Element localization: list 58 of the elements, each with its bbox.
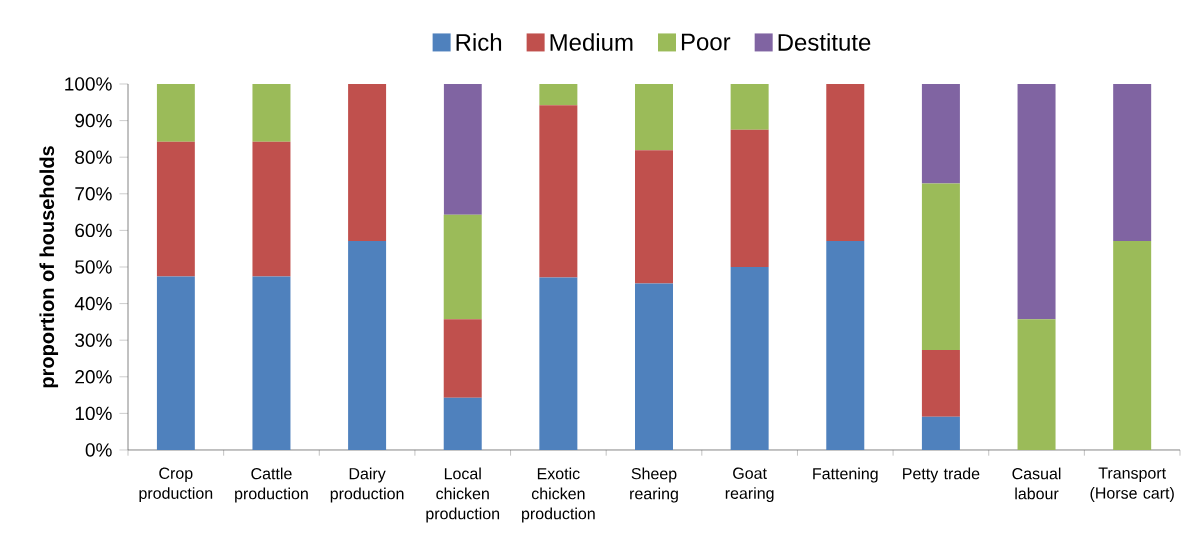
bar xyxy=(443,319,482,398)
y-tick-label: 100% xyxy=(65,77,112,91)
y-tick-label: 0% xyxy=(85,443,112,457)
bar xyxy=(1113,241,1152,450)
x-tick-label: Goat rearing xyxy=(725,467,774,503)
y-axis-title: proportion of households xyxy=(39,146,59,388)
bar xyxy=(443,83,482,215)
bar xyxy=(1017,319,1056,450)
bar xyxy=(348,83,387,241)
legend-label: Rich xyxy=(456,33,502,51)
x-tick-label: Crop production xyxy=(139,467,213,503)
x-tick-label: Sheep rearing xyxy=(630,467,678,503)
bar xyxy=(730,83,769,130)
x-tick-label: Exotic chicken production xyxy=(522,467,595,523)
y-tick-label: 80% xyxy=(75,150,112,164)
bar xyxy=(539,277,578,450)
bar xyxy=(156,276,195,450)
bar xyxy=(252,83,291,142)
bar xyxy=(635,283,673,450)
legend-label: Destitute xyxy=(778,33,871,51)
bar xyxy=(826,241,865,450)
y-tick-label: 50% xyxy=(75,260,112,274)
bar xyxy=(635,150,673,284)
bar xyxy=(443,214,482,320)
x-tick-label: Petty trade xyxy=(903,467,980,483)
y-tick-label: 20% xyxy=(75,370,112,384)
legend-label: Poor xyxy=(681,33,731,51)
bar xyxy=(921,416,960,450)
bar xyxy=(443,397,482,450)
y-tick-label: 70% xyxy=(75,187,112,201)
bar xyxy=(1113,83,1152,241)
x-tick-label: Transport (Horse cart) xyxy=(1090,467,1174,502)
bar xyxy=(539,83,578,106)
y-tick-label: 10% xyxy=(75,406,112,421)
bar xyxy=(156,83,195,142)
bar xyxy=(921,183,960,351)
x-tick-label: Casual labour xyxy=(1012,467,1061,500)
bar xyxy=(826,83,865,241)
bar xyxy=(156,141,195,277)
bar xyxy=(252,276,291,450)
x-tick-label: Dairy production xyxy=(330,467,404,503)
y-tick-label: 30% xyxy=(75,333,112,347)
x-tick-label: Local chicken production xyxy=(426,467,500,523)
bar xyxy=(921,83,960,184)
y-tick-label: 60% xyxy=(75,223,112,238)
bar xyxy=(252,141,291,277)
bar xyxy=(1017,83,1056,320)
y-tick-label: 40% xyxy=(74,296,112,311)
x-tick-label: Cattle production xyxy=(235,467,308,503)
bar xyxy=(539,105,578,278)
bar xyxy=(635,83,673,151)
bar xyxy=(921,350,960,417)
y-tick-label: 90% xyxy=(75,113,112,128)
bar xyxy=(348,241,387,450)
legend-label: Medium xyxy=(550,33,633,51)
x-tick-label: Fattening xyxy=(813,467,878,483)
bar xyxy=(730,129,769,267)
bar xyxy=(730,266,769,450)
